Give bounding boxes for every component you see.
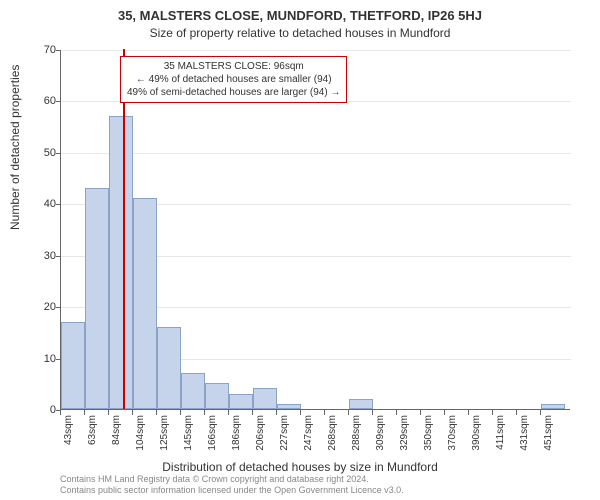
xtick-label: 247sqm <box>303 415 314 451</box>
plot <box>60 50 570 410</box>
xtick-label: 329sqm <box>399 415 410 451</box>
ytick-mark <box>56 153 61 154</box>
histogram-bar <box>277 404 301 409</box>
ytick-label: 60 <box>16 95 56 107</box>
ytick-label: 40 <box>16 198 56 210</box>
x-axis-label: Distribution of detached houses by size … <box>0 460 600 474</box>
xtick-mark <box>468 410 469 415</box>
histogram-bar <box>541 404 565 409</box>
histogram-bar <box>205 383 229 409</box>
property-marker-line <box>123 49 125 409</box>
xtick-label: 186sqm <box>231 415 242 451</box>
xtick-mark <box>396 410 397 415</box>
xtick-label: 431sqm <box>519 415 530 451</box>
xtick-label: 104sqm <box>135 415 146 451</box>
chart-title: 35, MALSTERS CLOSE, MUNDFORD, THETFORD, … <box>0 8 600 23</box>
ytick-label: 10 <box>16 353 56 365</box>
xtick-label: 370sqm <box>447 415 458 451</box>
histogram-bar <box>229 394 253 409</box>
histogram-bar <box>181 373 205 409</box>
chart-area: 35 MALSTERS CLOSE: 96sqm ← 49% of detach… <box>60 50 570 410</box>
xtick-label: 84sqm <box>111 415 122 445</box>
xtick-mark <box>372 410 373 415</box>
ytick-label: 50 <box>16 147 56 159</box>
xtick-mark <box>276 410 277 415</box>
xtick-mark <box>84 410 85 415</box>
xtick-label: 166sqm <box>207 415 218 451</box>
xtick-mark <box>108 410 109 415</box>
xtick-mark <box>420 410 421 415</box>
histogram-bar <box>61 322 85 409</box>
ytick-mark <box>56 204 61 205</box>
xtick-mark <box>348 410 349 415</box>
ytick-label: 70 <box>16 44 56 56</box>
xtick-label: 43sqm <box>63 415 74 445</box>
annotation-line1: 35 MALSTERS CLOSE: 96sqm <box>127 60 340 73</box>
gridline <box>61 50 571 51</box>
histogram-bar <box>133 198 157 409</box>
annotation-box: 35 MALSTERS CLOSE: 96sqm ← 49% of detach… <box>120 56 347 103</box>
xtick-mark <box>540 410 541 415</box>
chart-subtitle: Size of property relative to detached ho… <box>0 26 600 40</box>
xtick-mark <box>180 410 181 415</box>
ytick-label: 0 <box>16 404 56 416</box>
gridline <box>61 153 571 154</box>
xtick-label: 451sqm <box>543 415 554 451</box>
ytick-label: 30 <box>16 250 56 262</box>
xtick-label: 125sqm <box>159 415 170 451</box>
xtick-label: 411sqm <box>495 415 506 450</box>
footer: Contains HM Land Registry data © Crown c… <box>60 474 404 496</box>
xtick-label: 268sqm <box>327 415 338 451</box>
xtick-mark <box>204 410 205 415</box>
footer-line2: Contains public sector information licen… <box>60 485 404 496</box>
xtick-label: 206sqm <box>255 415 266 451</box>
ytick-mark <box>56 101 61 102</box>
chart-container: 35, MALSTERS CLOSE, MUNDFORD, THETFORD, … <box>0 0 600 500</box>
histogram-bar <box>109 116 133 409</box>
xtick-mark <box>132 410 133 415</box>
histogram-bar <box>349 399 373 409</box>
xtick-label: 350sqm <box>423 415 434 451</box>
xtick-label: 309sqm <box>375 415 386 451</box>
annotation-line3: 49% of semi-detached houses are larger (… <box>127 86 340 99</box>
xtick-label: 288sqm <box>351 415 362 451</box>
xtick-mark <box>300 410 301 415</box>
xtick-label: 227sqm <box>279 415 290 451</box>
histogram-bar <box>85 188 109 409</box>
histogram-bar <box>157 327 181 409</box>
xtick-mark <box>444 410 445 415</box>
xtick-label: 63sqm <box>87 415 98 445</box>
xtick-mark <box>252 410 253 415</box>
xtick-mark <box>228 410 229 415</box>
xtick-mark <box>60 410 61 415</box>
footer-line1: Contains HM Land Registry data © Crown c… <box>60 474 404 485</box>
ytick-label: 20 <box>16 301 56 313</box>
xtick-label: 145sqm <box>183 415 194 451</box>
ytick-mark <box>56 307 61 308</box>
xtick-label: 390sqm <box>471 415 482 451</box>
xtick-mark <box>324 410 325 415</box>
xtick-mark <box>492 410 493 415</box>
histogram-bar <box>253 388 277 409</box>
xtick-mark <box>516 410 517 415</box>
xtick-mark <box>156 410 157 415</box>
ytick-mark <box>56 256 61 257</box>
annotation-line2: ← 49% of detached houses are smaller (94… <box>127 73 340 86</box>
ytick-mark <box>56 50 61 51</box>
